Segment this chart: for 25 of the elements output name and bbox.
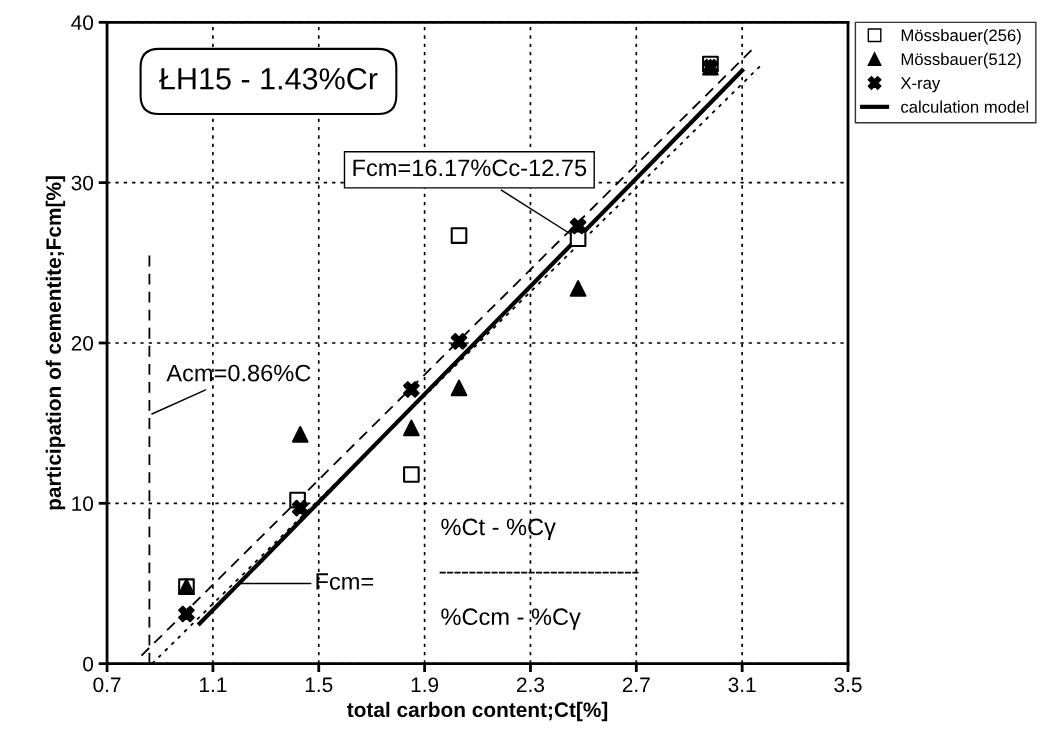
x-tick-label: 1.9: [411, 677, 439, 693]
x-tick-label: 2.7: [622, 677, 650, 692]
x-tick-label: 3.1: [728, 677, 756, 693]
legend-label: Mössbauer(512): [901, 52, 1021, 69]
annotation: %Ct - %Cγ: [441, 518, 556, 540]
y-tick-label: 10: [72, 496, 94, 512]
y-tick-label: 0: [83, 656, 94, 672]
x-tick-label: 2.3: [517, 677, 545, 693]
y-tick-label: 30: [71, 175, 94, 191]
y-tick-label: 20: [71, 335, 94, 351]
x-tick-label: 1.5: [305, 677, 333, 693]
x-axis-title: total carbon content;Ct[%]: [347, 701, 608, 722]
annotation: %Ccm - %Cγ: [441, 608, 581, 630]
text: ŁH15 - 1.43%Cr: [159, 68, 378, 90]
y-tick-label: 40: [71, 15, 94, 31]
annotation: Acm=0.86%C: [166, 364, 311, 382]
legend-label: calculation model: [901, 100, 1029, 113]
y-axis-title: participation of cementite;Fcm[%]: [45, 176, 66, 510]
annotation: Fcm=16.17%Cc-12.75: [353, 159, 587, 177]
legend-label: X-ray: [900, 77, 941, 93]
x-tick-label: 1.1: [200, 677, 227, 692]
x-tick-label: 0.7: [93, 677, 121, 693]
annotation: Fcm=: [316, 573, 374, 590]
legend-label: Mössbauer(256): [901, 28, 1021, 45]
x-tick-label: 3.5: [834, 677, 862, 693]
